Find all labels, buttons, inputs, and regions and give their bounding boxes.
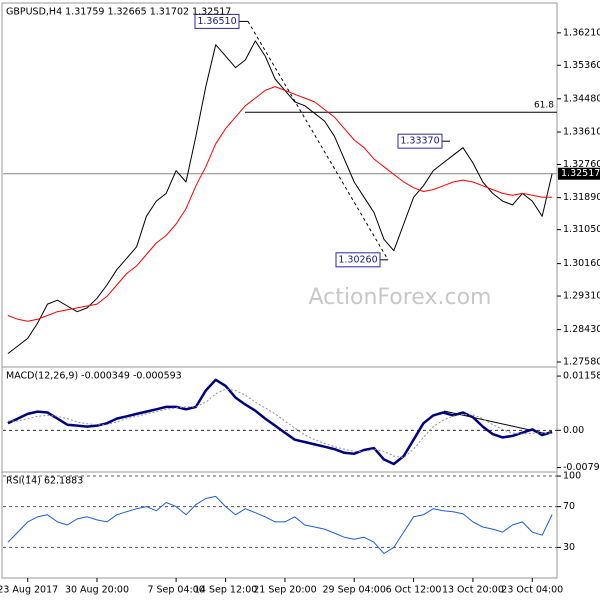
y-tick-label: 1.32760 — [563, 159, 600, 170]
y-tick-label: 1.28430 — [563, 324, 600, 335]
annotation-label: 1.33370 — [400, 136, 439, 147]
y-tick-label: 70 — [563, 501, 575, 512]
x-tick-label: 23 Oct 04:00 — [501, 585, 563, 596]
y-tick-label: 1.31890 — [563, 192, 600, 203]
panel-frame — [1, 471, 558, 579]
y-tick-label: 1.34480 — [563, 93, 600, 104]
x-tick-label: 6 Oct 12:00 — [386, 585, 442, 596]
annotation-box — [335, 252, 381, 268]
x-tick-label: 14 Sep 12:00 — [194, 585, 257, 596]
series-line — [7, 86, 553, 322]
watermark: ActionForex.com — [309, 285, 492, 310]
y-tick-label: 1.35360 — [563, 60, 600, 71]
y-tick-label: 1.36210 — [563, 27, 600, 38]
y-tick-label: 1.29310 — [563, 291, 600, 302]
x-tick-label: 30 Aug 20:00 — [65, 585, 129, 596]
y-tick-label: 0.011588 — [563, 371, 600, 382]
series-line — [7, 495, 553, 554]
price-tag-label: 1.32517 — [561, 168, 600, 179]
y-tick-label: 1.33610 — [563, 127, 600, 138]
y-tick-label: -0.007961 — [563, 462, 600, 473]
price-tag — [558, 167, 600, 180]
x-tick-label: 7 Sep 04:00 — [147, 585, 204, 596]
x-tick-label: 13 Oct 20:00 — [442, 585, 504, 596]
fib-label: 61.8 — [534, 101, 554, 111]
y-tick-label: 30 — [563, 542, 575, 553]
y-tick-label: 0.00 — [563, 425, 584, 436]
panel-title: GBPUSD,H4 1.31759 1.32665 1.31702 1.3251… — [6, 7, 231, 18]
y-tick-label: 100 — [563, 471, 581, 482]
panel-title: MACD(12,26,9) -0.000349 -0.000593 — [6, 371, 182, 382]
annotation-label: 1.36510 — [197, 16, 236, 27]
series-line — [7, 378, 553, 466]
x-tick-label: 21 Sep 20:00 — [253, 585, 316, 596]
y-tick-label: 1.27580 — [563, 357, 600, 368]
panel-title: RSI(14) 62.1883 — [6, 476, 83, 487]
series-line — [7, 388, 553, 458]
y-tick-label: 1.30160 — [563, 258, 600, 269]
trend-line — [247, 21, 389, 261]
annotation-box — [194, 13, 240, 29]
annotation-label: 1.30260 — [338, 254, 377, 265]
y-tick-label: 1.31050 — [563, 224, 600, 235]
x-tick-label: 23 Aug 2017 — [0, 585, 58, 596]
annotation-box — [397, 133, 443, 149]
series-line — [7, 40, 553, 354]
x-tick-label: 29 Sep 04:00 — [322, 585, 385, 596]
